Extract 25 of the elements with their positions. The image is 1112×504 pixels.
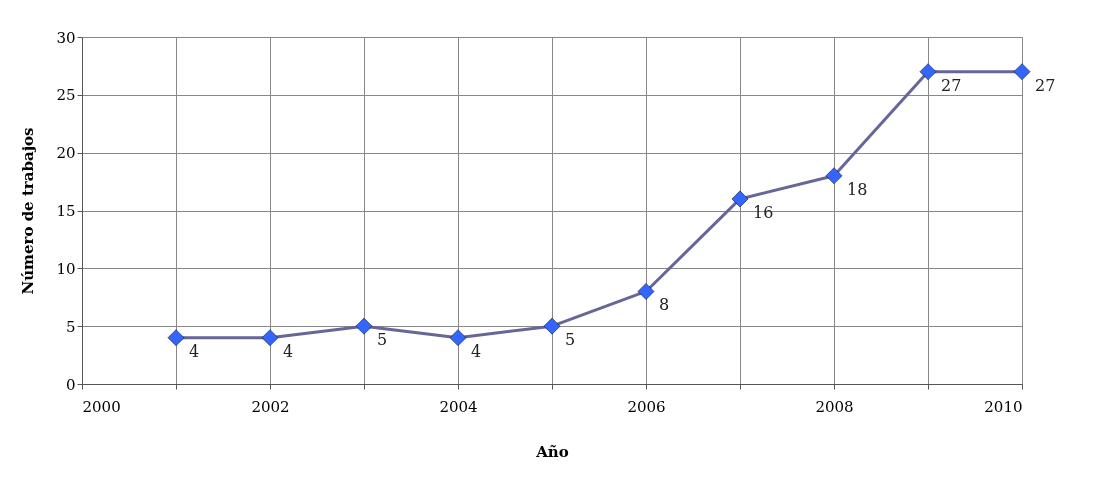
data-label: 5 [565,330,576,350]
x-tick-label: 2006 [627,397,666,416]
data-label: 4 [471,341,482,361]
y-tick-label: 20 [56,144,76,163]
data-label: 8 [659,295,670,315]
data-label: 16 [753,202,774,222]
x-tick-label: 2002 [251,397,290,416]
y-axis-title: Número de trabajos [19,127,38,295]
data-label: 4 [189,341,200,361]
data-label: 27 [1035,75,1056,95]
data-label: 18 [847,179,868,199]
data-label: 5 [377,330,388,350]
data-label: 27 [941,75,962,95]
y-tick-label: 10 [56,259,76,278]
data-label: 4 [283,341,294,361]
x-tick-label: 2004 [439,397,478,416]
x-tick-label: 2008 [815,397,854,416]
x-tick-label: 2000 [82,397,121,416]
x-tick-label: 2010 [984,397,1023,416]
y-tick-label: 25 [56,86,76,105]
x-axis-title: Año [535,442,569,461]
y-tick-label: 0 [65,375,76,394]
y-tick-label: 30 [56,28,76,47]
y-tick-label: 15 [56,202,76,220]
y-tick-label: 5 [65,317,76,336]
